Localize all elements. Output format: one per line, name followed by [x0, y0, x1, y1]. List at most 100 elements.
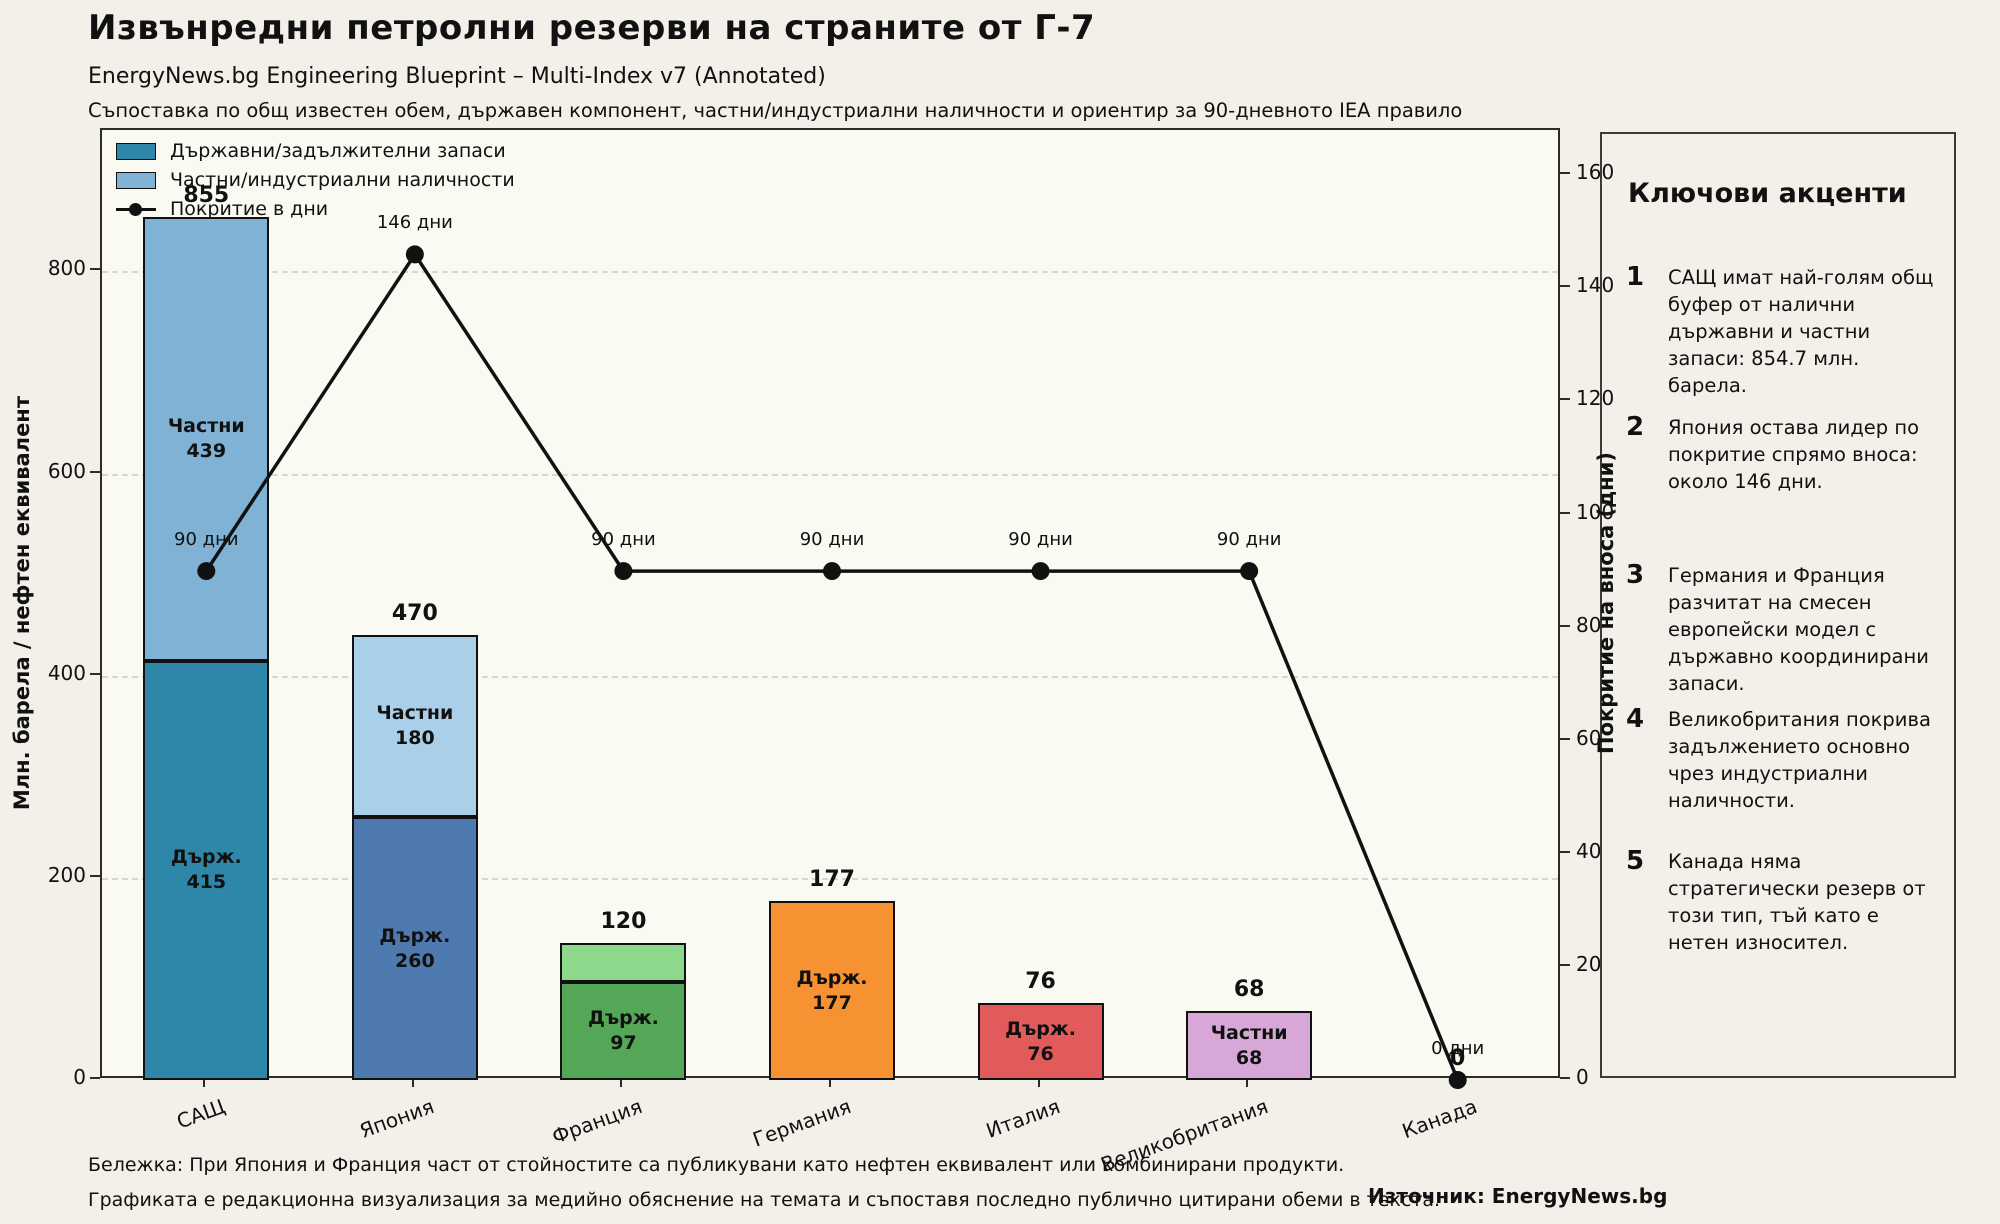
right-tick: [1560, 511, 1570, 514]
segment-value: 97: [610, 1031, 637, 1054]
left-tick: [90, 1077, 100, 1079]
segment-label: Частни: [167, 414, 245, 437]
source-credit: Източник: EnergyNews.bg: [1368, 1184, 1668, 1208]
left-tick: [90, 874, 100, 877]
left-tick-label: 0: [73, 1065, 86, 1089]
bar-segment: Частни 439: [143, 216, 270, 661]
right-tick: [1560, 850, 1570, 853]
bar-total-label: 855: [183, 182, 230, 208]
gridline: [102, 877, 1558, 880]
right-tick-label: 80: [1576, 612, 1602, 637]
bar-total-label: 68: [1233, 977, 1265, 1003]
chart-subtitle: EnergyNews.bg Engineering Blueprint – Mu…: [88, 64, 826, 89]
legend-label: Държавни/задължителни запаси: [170, 140, 506, 162]
segment-label: Частни: [376, 702, 454, 725]
right-tick: [1560, 1077, 1570, 1079]
bottom-tick: [1246, 1078, 1249, 1087]
chart-legend: Държавни/задължителни запаси Частни/индус…: [116, 140, 515, 220]
left-tick-label: 600: [47, 458, 86, 483]
bar-segment: Частни 68: [1186, 1011, 1313, 1080]
bottom-tick: [203, 1078, 206, 1087]
legend-swatch: [116, 171, 156, 189]
bar-segment: Държ. 415: [143, 660, 270, 1080]
right-tick-label: 160: [1576, 160, 1615, 185]
right-tick: [1560, 172, 1570, 175]
gridline: [102, 271, 1558, 274]
bar-segment: Държ. 177: [769, 901, 895, 1080]
bar-segment: Държ. 76: [977, 1003, 1104, 1080]
coverage-annotation: 90 дни: [1216, 529, 1282, 551]
right-tick: [1560, 963, 1570, 966]
right-tick: [1560, 737, 1570, 740]
left-tick: [90, 470, 100, 473]
coverage-annotation: 90 дни: [1008, 529, 1073, 551]
right-tick-label: 60: [1576, 725, 1602, 750]
left-axis-label: Млн. барела / нефтен еквивалент: [10, 395, 34, 811]
right-tick-label: 20: [1576, 951, 1602, 976]
segment-label: Държ.: [170, 846, 242, 869]
left-tick-label: 200: [47, 862, 86, 887]
highlight-number: 4: [1626, 704, 1645, 734]
bottom-tick: [1037, 1078, 1040, 1087]
bottom-tick: [829, 1078, 831, 1087]
segment-label: Държ.: [587, 1006, 659, 1029]
footnotes: Бележка: При Япония и Франция част от ст…: [88, 1148, 1440, 1218]
bottom-tick: [620, 1078, 623, 1087]
coverage-annotation: 0 дни: [1431, 1038, 1485, 1059]
footnote-line: Бележка: При Япония и Франция част от ст…: [88, 1154, 1345, 1176]
page-title: Извънредни петролни резерви на страните …: [88, 8, 1096, 48]
segment-label: Частни: [1210, 1021, 1288, 1044]
segment-value: 439: [186, 439, 227, 462]
coverage-annotation: 90 дни: [799, 529, 865, 551]
legend-item: Частни/индустриални наличности: [116, 169, 515, 191]
footnote-line: Графиката е редакционна визуализация за …: [88, 1189, 1441, 1211]
right-tick-label: 120: [1576, 386, 1615, 411]
segment-value: 68: [1235, 1046, 1263, 1069]
bar-total-label: 177: [809, 867, 855, 893]
highlight-number: 3: [1626, 560, 1645, 590]
right-tick: [1560, 398, 1570, 401]
legend-line-marker: [116, 201, 156, 218]
gridline: [102, 473, 1558, 476]
bar-total-label: 120: [600, 908, 647, 934]
coverage-line-chart: [197, 245, 1467, 1089]
bar-total-label: 0: [1450, 1046, 1466, 1071]
left-tick: [90, 268, 100, 271]
legend-label: Частни/индустриални наличности: [170, 169, 515, 191]
right-tick-label: 0: [1576, 1065, 1589, 1089]
segment-value: 180: [395, 727, 435, 750]
highlight-text: Канада няма стратегически резерв от този…: [1668, 850, 1926, 954]
right-tick: [1560, 624, 1570, 627]
bottom-tick: [411, 1078, 414, 1087]
highlight-text: Германия и Франция разчитат на смесен ев…: [1668, 564, 1929, 695]
bar-segment: Частни 180: [351, 635, 478, 818]
segment-value: 415: [186, 871, 227, 894]
bar-total-label: 76: [1025, 969, 1056, 995]
highlight-number: 2: [1626, 412, 1645, 442]
legend-item: Покритие в дни: [116, 198, 515, 220]
legend-label: Покритие в дни: [170, 198, 329, 220]
coverage-annotation: 146 дни: [376, 212, 453, 234]
segment-label: Държ.: [379, 924, 451, 947]
right-tick-label: 100: [1576, 499, 1615, 524]
left-tick-label: 400: [47, 660, 86, 685]
left-tick-label: 800: [47, 256, 86, 281]
legend-swatch: [116, 142, 156, 160]
right-tick-label: 40: [1576, 838, 1602, 863]
chart-description: Съпоставка по общ известен обем, държаве…: [88, 99, 1463, 122]
highlights-title: Ключови акценти: [1628, 178, 1907, 209]
right-axis-label: Покритие на вноса (дни): [1594, 452, 1618, 754]
legend-item: Държавни/задължителни запаси: [116, 140, 515, 162]
right-tick-label: 140: [1576, 273, 1615, 298]
bar-segment: Държ. 260: [351, 817, 478, 1080]
coverage-annotation: 90 дни: [591, 529, 656, 551]
left-tick: [90, 672, 100, 675]
bar-total-label: 470: [391, 601, 438, 627]
highlight-number: 5: [1626, 846, 1645, 876]
bar-segment: Държ. 97: [560, 981, 687, 1080]
highlight-number: 1: [1626, 262, 1645, 292]
highlights-panel: Ключови акценти 1 САЩ имат най-голям общ …: [1600, 132, 1956, 1078]
highlight-text: САЩ имат най-голям общ буфер от налични …: [1668, 266, 1934, 397]
segment-value: 260: [395, 949, 435, 972]
